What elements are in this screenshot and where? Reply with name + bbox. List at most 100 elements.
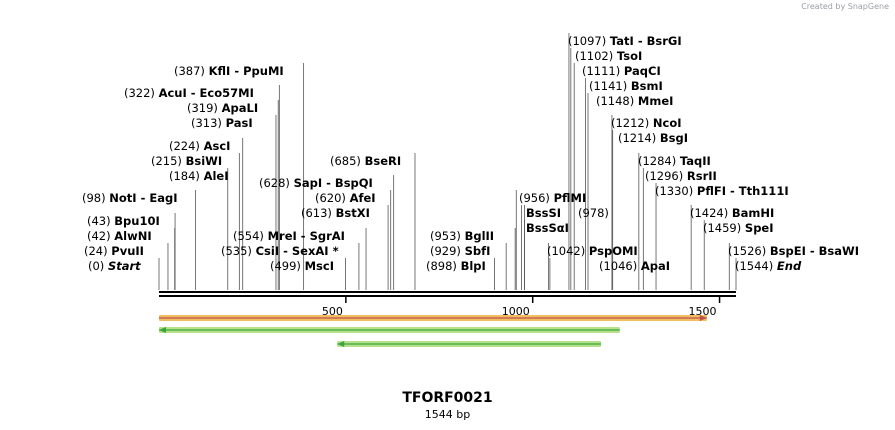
leader-lines xyxy=(158,33,737,290)
site-acui: (322) AcuI - Eco57MI xyxy=(124,86,254,100)
site-label: (956) PflMI xyxy=(519,191,586,205)
site-bpu10i: (43) Bpu10I xyxy=(87,214,160,228)
site-bsss-i: BssSαI xyxy=(526,221,569,235)
site-label: BssSαI xyxy=(526,221,569,235)
site-label: (387) KflI - PpuMI xyxy=(174,64,284,78)
tick-label: 1000 xyxy=(502,305,530,318)
orf-forward xyxy=(159,315,707,321)
restriction-map: (0) Start(24) PvuII(42) AlwNI(43) Bpu10I… xyxy=(82,33,859,347)
site-label: (1284) TaqII xyxy=(638,154,711,168)
site-bseri: (685) BseRI xyxy=(330,154,401,168)
site-label: (1296) RsrII xyxy=(645,169,717,183)
site-apai: (1046) ApaI xyxy=(599,259,670,273)
site-label: (1097) TatI - BsrGI xyxy=(568,34,682,48)
site-taqii: (1284) TaqII xyxy=(638,154,711,168)
site-bsiwi: (215) BsiWI xyxy=(151,154,222,168)
site-pflfi: (1330) PflFI - Tth111I xyxy=(655,184,789,198)
site-label: (224) AscI xyxy=(169,139,230,153)
site-apali: (319) ApaLI xyxy=(187,101,258,115)
site-label: (42) AlwNI xyxy=(87,229,152,243)
site-label: (613) BstXI xyxy=(301,206,370,220)
site-label: (184) AleI xyxy=(169,169,229,183)
sequence-title: TFORF0021 xyxy=(402,390,493,406)
orf-reverse-2 xyxy=(337,341,602,347)
site-pspomi: (1042) PspOMI xyxy=(547,244,638,258)
site-label: (929) SbfI xyxy=(430,244,490,258)
site-label: (1526) BspEI - BsaWI xyxy=(728,244,859,258)
site-ncoi: (1212) NcoI xyxy=(611,116,682,130)
site-start: (0) Start xyxy=(88,259,141,273)
tick-label: 1500 xyxy=(689,305,717,318)
site-label: (1042) PspOMI xyxy=(547,244,638,258)
site-label: (978) xyxy=(578,206,609,220)
site-label: (554) MreI - SgrAI xyxy=(233,229,345,243)
site-pasi: (313) PasI xyxy=(191,116,253,130)
site-end: (1544) End xyxy=(735,259,802,273)
site-label: (215) BsiWI xyxy=(151,154,222,168)
site-label: (319) ApaLI xyxy=(187,101,258,115)
feature-arrowhead xyxy=(159,327,166,333)
orf-reverse-1 xyxy=(159,327,620,333)
site-label: (1459) SpeI xyxy=(703,221,774,235)
site-label: (1214) BsgI xyxy=(618,131,688,145)
site-kfli: (387) KflI - PpuMI xyxy=(174,64,284,78)
site-sbfi: (929) SbfI xyxy=(430,244,490,258)
site-csii: (535) CsiI - SexAI * xyxy=(221,244,339,258)
site-sapi: (628) SapI - BspQI xyxy=(259,176,373,190)
site-asci: (224) AscI xyxy=(169,139,230,153)
site-bspei: (1526) BspEI - BsaWI xyxy=(728,244,859,258)
site-label: (1102) TsoI xyxy=(575,49,642,63)
site-afei: (620) AfeI xyxy=(315,191,376,205)
site-label: (628) SapI - BspQI xyxy=(259,176,373,190)
site-msci: (499) MscI xyxy=(270,259,334,273)
site-spei: (1459) SpeI xyxy=(703,221,774,235)
site-label: (313) PasI xyxy=(191,116,253,130)
site-tsoi: (1102) TsoI xyxy=(575,49,642,63)
site-label: (898) BlpI xyxy=(426,259,486,273)
site-paqci: (1111) PaqCI xyxy=(582,64,661,78)
site-label: (1544) End xyxy=(735,259,802,273)
site-label: (620) AfeI xyxy=(315,191,376,205)
site-label: (953) BglII xyxy=(430,229,494,243)
site-label: (1111) PaqCI xyxy=(582,64,661,78)
site-label: (1330) PflFI - Tth111I xyxy=(655,184,789,198)
site-label: (1212) NcoI xyxy=(611,116,682,130)
site-pflmi: (956) PflMI xyxy=(519,191,586,205)
site-label: (685) BseRI xyxy=(330,154,401,168)
site-tati: (1097) TatI - BsrGI xyxy=(568,34,682,48)
site-label: (1141) BsmI xyxy=(589,79,663,93)
site-noti: (98) NotI - EagI xyxy=(82,191,178,205)
site-bsssi: BssSI xyxy=(526,206,561,220)
site-bsgi: (1214) BsgI xyxy=(618,131,688,145)
site-blpi: (898) BlpI xyxy=(426,259,486,273)
site-label: BssSI xyxy=(526,206,561,220)
site-label: (535) CsiI - SexAI * xyxy=(221,244,339,258)
site-label: (0) Start xyxy=(88,259,141,273)
site-label: (1424) BamHI xyxy=(690,206,774,220)
site-alei: (184) AleI xyxy=(169,169,229,183)
site-label: (24) PvuII xyxy=(84,244,144,258)
sequence-length: 1544 bp xyxy=(424,408,471,421)
sequence-axis: 500 1000 1500 xyxy=(159,291,736,318)
site-label: (1046) ApaI xyxy=(599,259,670,273)
site-label: (322) AcuI - Eco57MI xyxy=(124,86,254,100)
site-label: (1148) MmeI xyxy=(596,94,673,108)
site-bglii: (953) BglII xyxy=(430,229,494,243)
site-bstxi: (613) BstXI xyxy=(301,206,370,220)
site-bsmi: (1141) BsmI xyxy=(589,79,663,93)
site-label: (499) MscI xyxy=(270,259,334,273)
site-alwni: (42) AlwNI xyxy=(87,229,152,243)
site-mrei: (554) MreI - SgrAI xyxy=(233,229,345,243)
site-pvuii: (24) PvuII xyxy=(84,244,144,258)
feature-arrows xyxy=(159,315,707,347)
site-labels: (0) Start(24) PvuII(42) AlwNI(43) Bpu10I… xyxy=(82,34,859,273)
tick-label: 500 xyxy=(322,305,343,318)
site-position: (978) xyxy=(578,206,609,220)
site-label: (98) NotI - EagI xyxy=(82,191,178,205)
site-label: (43) Bpu10I xyxy=(87,214,160,228)
site-bamhi: (1424) BamHI xyxy=(690,206,774,220)
feature-arrowhead xyxy=(699,315,707,321)
site-rsrii: (1296) RsrII xyxy=(645,169,717,183)
site-mmei: (1148) MmeI xyxy=(596,94,673,108)
feature-arrowhead xyxy=(337,341,345,347)
